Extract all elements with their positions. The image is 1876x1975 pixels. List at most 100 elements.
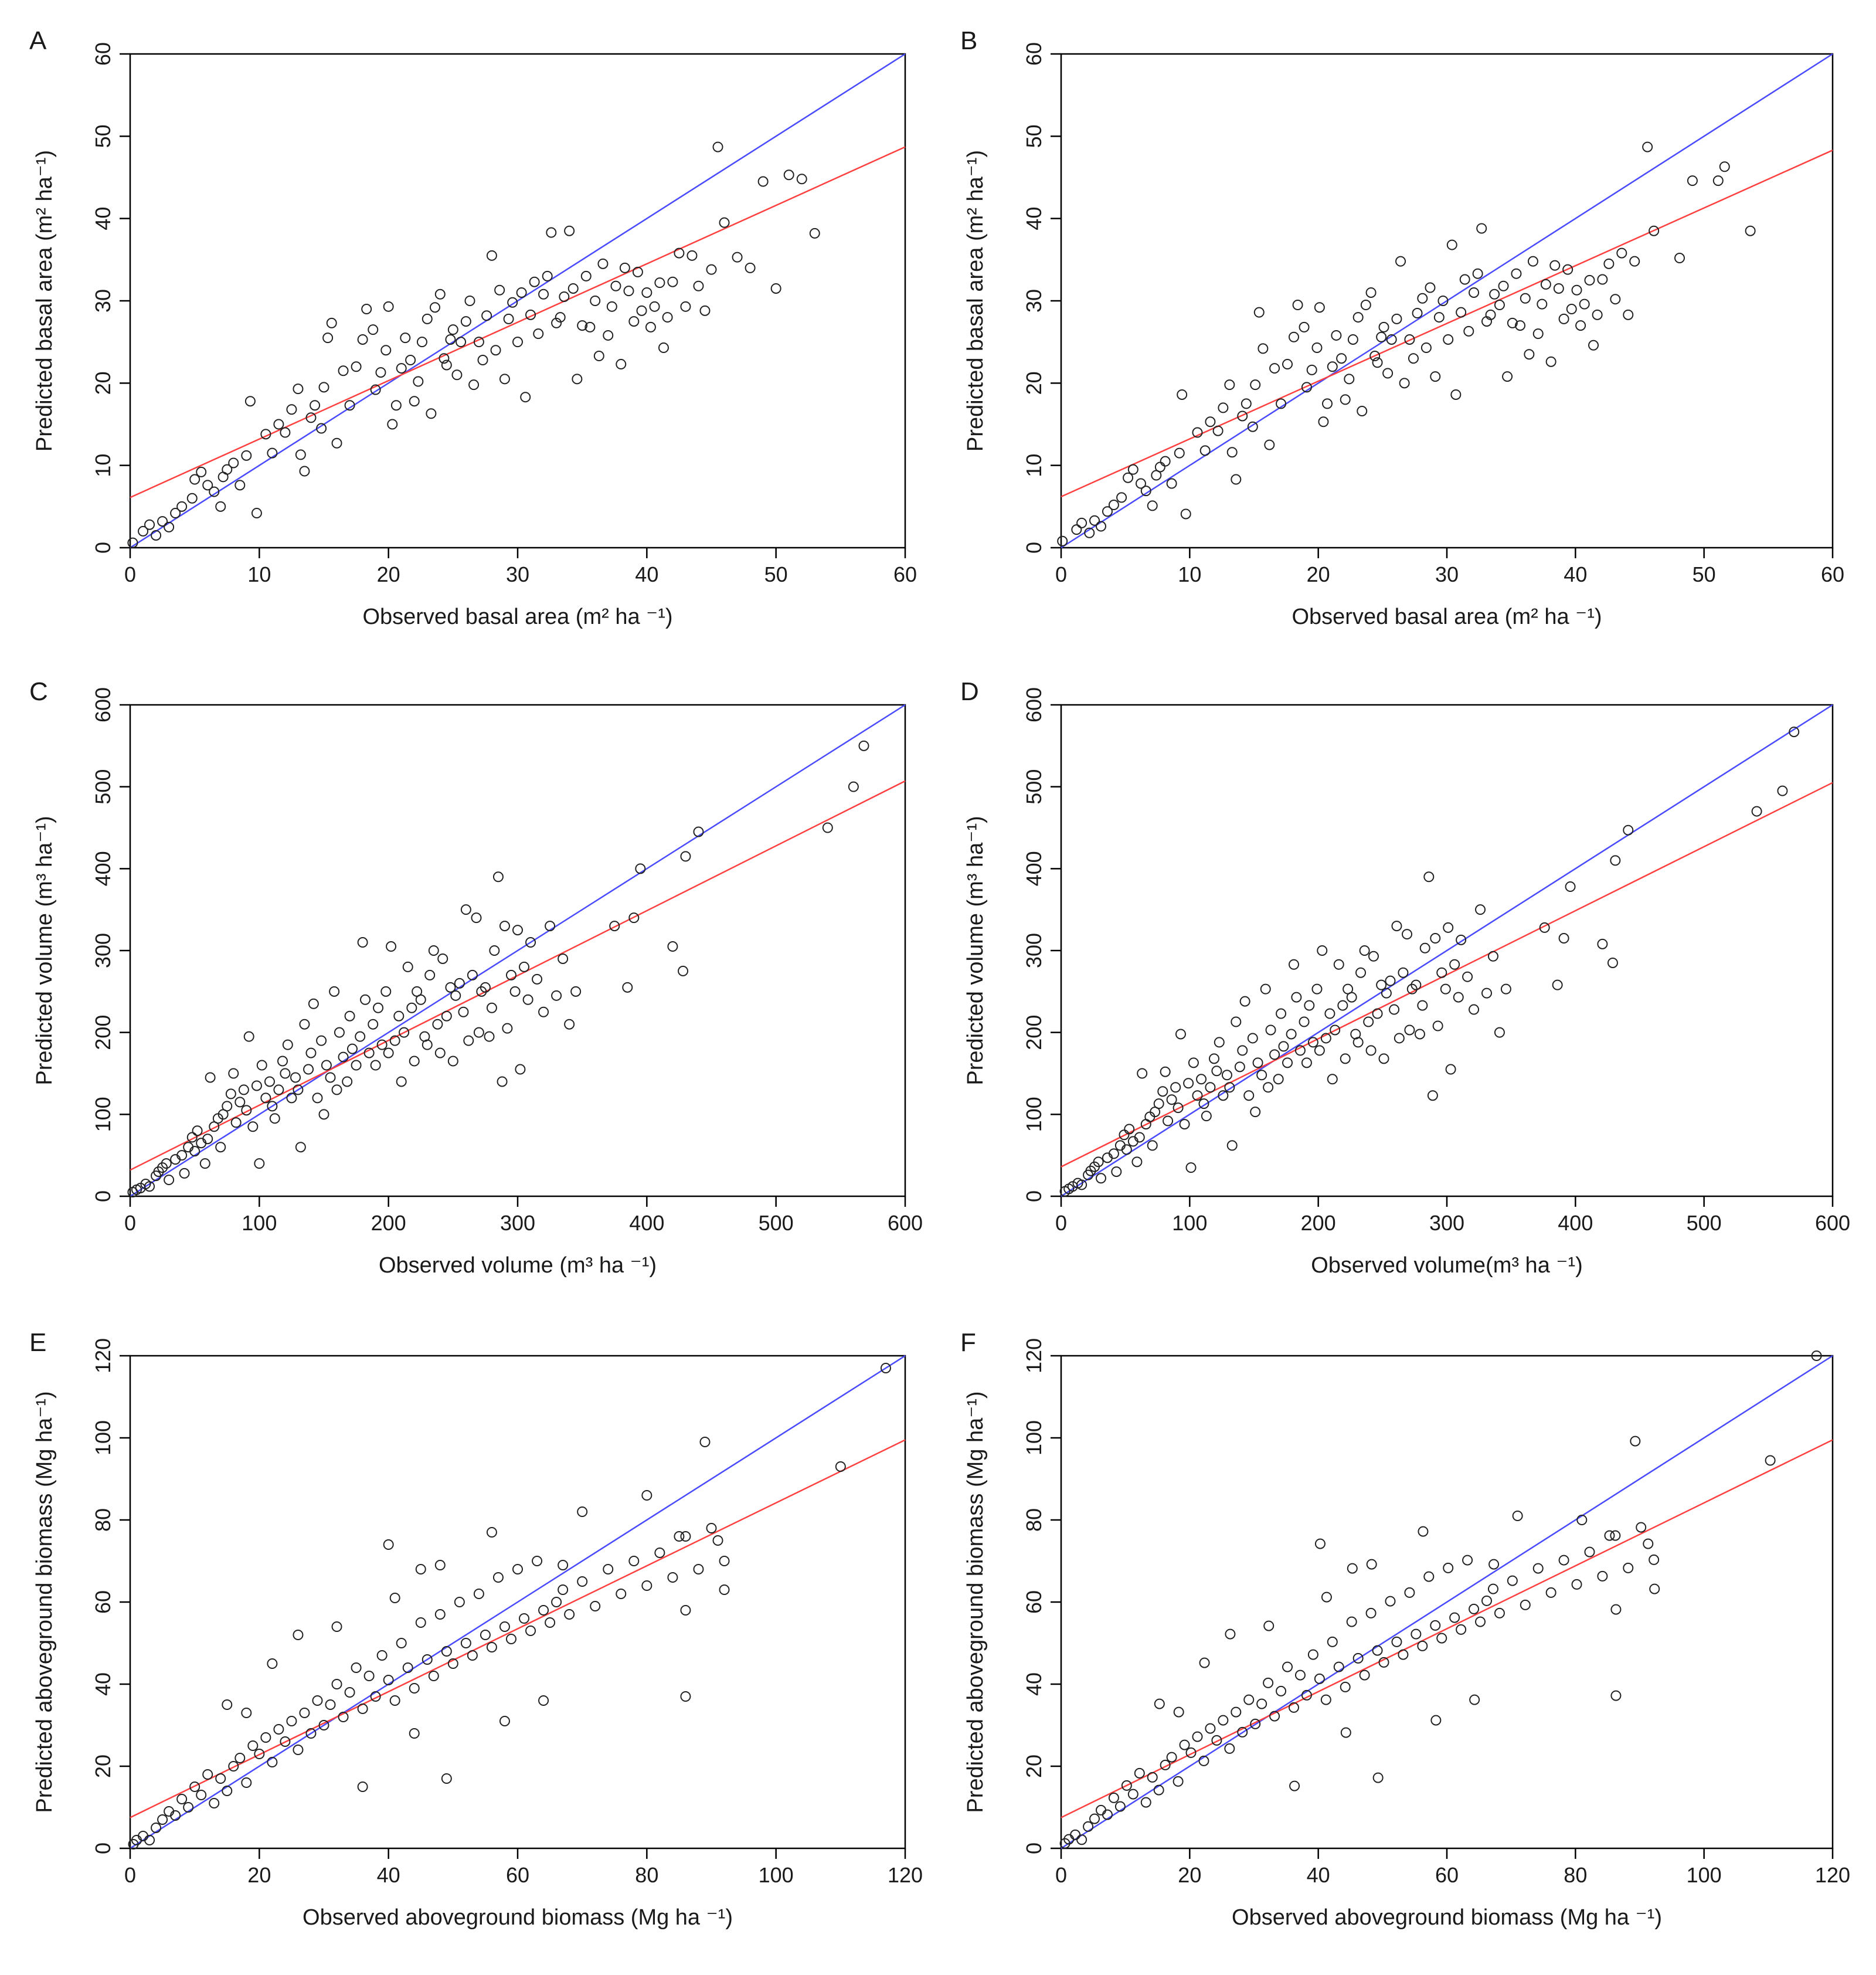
data-point bbox=[1188, 1057, 1199, 1068]
data-point bbox=[1398, 967, 1409, 978]
data-point bbox=[186, 493, 198, 504]
data-point bbox=[1532, 1563, 1544, 1574]
data-point bbox=[1610, 855, 1621, 866]
data-point bbox=[344, 1010, 355, 1022]
data-point bbox=[189, 474, 200, 485]
data-point bbox=[658, 342, 669, 353]
x-tick-label: 20 bbox=[1178, 1863, 1201, 1887]
data-point bbox=[564, 1019, 575, 1030]
y-tick-label: 0 bbox=[91, 1842, 115, 1854]
data-point bbox=[1430, 933, 1441, 944]
data-point bbox=[1430, 371, 1441, 382]
data-point bbox=[383, 1047, 394, 1058]
data-point bbox=[321, 1060, 332, 1071]
data-point bbox=[235, 1753, 246, 1763]
data-point bbox=[512, 1564, 523, 1574]
y-tick-label: 500 bbox=[1022, 769, 1046, 805]
data-point bbox=[1294, 1045, 1306, 1056]
data-point bbox=[505, 969, 516, 980]
data-point bbox=[318, 382, 329, 393]
data-point bbox=[1487, 1583, 1498, 1594]
x-tick-label: 20 bbox=[377, 562, 400, 586]
data-point bbox=[260, 1092, 271, 1104]
data-point bbox=[196, 1790, 207, 1800]
data-point bbox=[1192, 1090, 1203, 1101]
data-point bbox=[1443, 334, 1454, 345]
data-point bbox=[1175, 1029, 1186, 1040]
data-point bbox=[505, 1634, 516, 1644]
data-point bbox=[1485, 309, 1496, 320]
data-point bbox=[1553, 283, 1564, 294]
data-point bbox=[138, 525, 149, 537]
data-point bbox=[1440, 983, 1451, 995]
data-point bbox=[1359, 1669, 1370, 1681]
data-point bbox=[338, 1712, 349, 1722]
data-point bbox=[1363, 1016, 1374, 1027]
data-point bbox=[199, 1158, 210, 1169]
data-point bbox=[1423, 1571, 1435, 1582]
x-tick-label: 10 bbox=[247, 562, 271, 586]
data-point bbox=[170, 1810, 181, 1821]
data-point bbox=[454, 978, 465, 989]
data-point bbox=[1306, 364, 1317, 375]
y-tick-label: 100 bbox=[1022, 1097, 1046, 1132]
data-point bbox=[1449, 1612, 1460, 1623]
y-tick-label: 20 bbox=[91, 1755, 115, 1778]
data-point bbox=[241, 1777, 252, 1788]
data-point bbox=[1321, 1591, 1332, 1603]
data-point bbox=[273, 1724, 284, 1735]
data-point bbox=[1476, 223, 1487, 234]
data-point bbox=[1566, 304, 1577, 315]
data-point bbox=[464, 296, 475, 306]
data-point bbox=[144, 1835, 155, 1845]
data-point bbox=[1153, 1784, 1164, 1796]
y-tick-label: 600 bbox=[1022, 687, 1046, 722]
data-point bbox=[305, 1728, 317, 1739]
data-point bbox=[538, 1006, 549, 1017]
data-point bbox=[1076, 1179, 1087, 1190]
data-point bbox=[1394, 1033, 1405, 1044]
data-point bbox=[1192, 1731, 1203, 1742]
data-point bbox=[858, 740, 869, 751]
data-point bbox=[1411, 1628, 1422, 1640]
y-tick-label: 0 bbox=[91, 542, 115, 554]
data-point bbox=[331, 1084, 342, 1095]
data-point bbox=[693, 826, 704, 837]
data-point bbox=[264, 1076, 275, 1087]
data-point bbox=[415, 1617, 426, 1628]
data-point bbox=[1276, 1685, 1287, 1696]
data-point bbox=[1487, 951, 1498, 962]
data-point bbox=[558, 1584, 569, 1595]
data-point bbox=[1366, 1559, 1377, 1570]
data-point bbox=[533, 328, 544, 340]
y-tick-label: 80 bbox=[1022, 1508, 1046, 1532]
data-point bbox=[490, 345, 501, 356]
data-point bbox=[551, 1597, 562, 1607]
data-point bbox=[1307, 1649, 1318, 1660]
data-point bbox=[1687, 175, 1698, 186]
data-point bbox=[1588, 340, 1599, 351]
x-tick-label: 60 bbox=[1435, 1863, 1459, 1887]
data-point bbox=[1463, 325, 1474, 337]
data-point bbox=[1282, 1057, 1293, 1068]
data-point bbox=[441, 1010, 452, 1022]
data-point bbox=[770, 283, 781, 294]
data-point bbox=[467, 1650, 478, 1661]
data-point bbox=[325, 1072, 336, 1083]
data-point bbox=[502, 1023, 513, 1034]
data-point bbox=[1365, 287, 1377, 298]
data-point bbox=[351, 1662, 362, 1673]
data-point bbox=[680, 1605, 691, 1616]
data-point bbox=[329, 986, 340, 997]
data-point bbox=[1432, 1020, 1443, 1031]
data-point bbox=[1571, 284, 1582, 296]
data-point bbox=[1520, 293, 1531, 304]
data-point bbox=[1636, 1522, 1647, 1533]
data-point bbox=[376, 1650, 388, 1661]
data-point bbox=[351, 1060, 362, 1071]
data-point bbox=[303, 1064, 314, 1075]
data-point bbox=[1404, 1024, 1415, 1036]
data-point bbox=[1789, 727, 1800, 738]
data-point bbox=[1443, 1562, 1454, 1573]
data-point bbox=[222, 1786, 233, 1796]
